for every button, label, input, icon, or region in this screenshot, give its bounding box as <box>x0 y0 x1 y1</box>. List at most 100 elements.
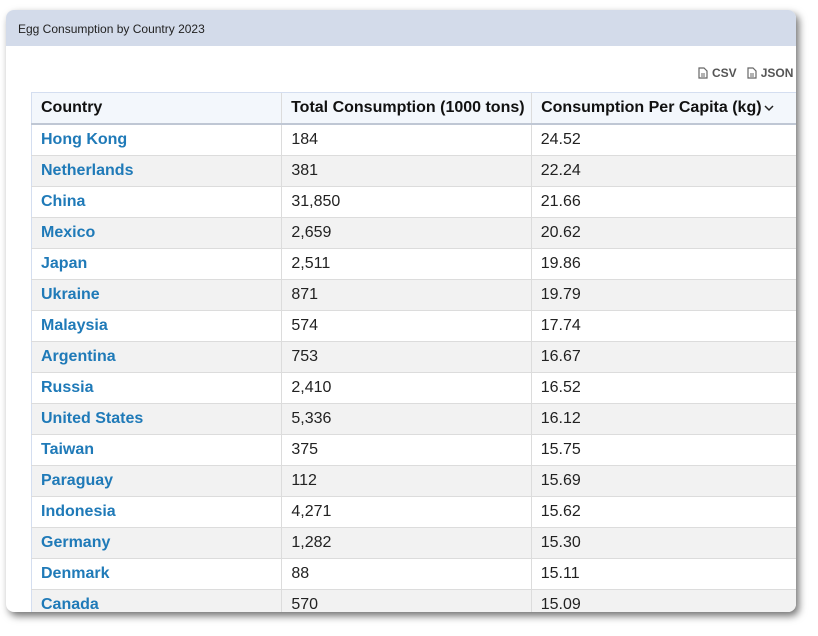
table-cell: 88 <box>282 559 532 589</box>
cell-value: 16.52 <box>540 379 581 396</box>
table-row: Indonesia 4,271 15.62 <box>31 497 796 528</box>
country-link[interactable]: Germany <box>41 534 111 551</box>
table-row: Denmark 88 15.11 <box>31 559 796 590</box>
export-label: JSON <box>760 66 794 80</box>
column-header[interactable]: Total Consumption (1000 tons) <box>282 93 533 123</box>
cell-value: 15.62 <box>540 503 581 520</box>
table-cell: Argentina <box>31 342 283 372</box>
sort-indicator <box>764 105 774 112</box>
column-title: Country <box>41 99 103 116</box>
country-link[interactable]: Indonesia <box>41 503 116 520</box>
table-cell: Mexico <box>31 218 283 248</box>
panel-header: Egg Consumption by Country 2023 <box>6 10 796 46</box>
table-row: Taiwan 375 15.75 <box>31 435 796 466</box>
column-title: Consumption Per Capita (kg) <box>541 99 762 116</box>
table-cell: 17.74 <box>532 311 796 341</box>
cell-value: 21.66 <box>540 193 581 210</box>
cell-value: 4,271 <box>291 503 332 520</box>
country-link[interactable]: Taiwan <box>41 441 95 458</box>
table-cell: Netherlands <box>31 156 283 186</box>
table-cell: 753 <box>282 342 532 372</box>
header-row: Country Total Consumption (1000 tons) Cons… <box>31 92 796 125</box>
table-cell: 16.52 <box>532 373 796 403</box>
table-cell: Denmark <box>31 559 283 589</box>
table-row: Hong Kong 184 24.52 <box>31 125 796 156</box>
country-link[interactable]: China <box>41 193 86 210</box>
cell-value: 24.52 <box>540 131 581 148</box>
cell-value: 17.74 <box>540 317 581 334</box>
table-cell: 2,511 <box>282 249 532 279</box>
table-cell: Germany <box>31 528 283 558</box>
country-link[interactable]: United States <box>41 410 144 427</box>
column-title: Total Consumption (1000 tons) <box>291 99 525 116</box>
country-link[interactable]: Japan <box>41 255 88 272</box>
table-cell: 15.30 <box>532 528 796 558</box>
table-row: Malaysia 574 17.74 <box>31 311 796 342</box>
table-cell: Paraguay <box>31 466 283 496</box>
table-cell: 20.62 <box>532 218 796 248</box>
table-cell: 375 <box>282 435 532 465</box>
cell-value: 570 <box>291 596 319 612</box>
country-link[interactable]: Netherlands <box>41 162 134 179</box>
cell-value: 19.86 <box>540 255 581 272</box>
table-cell: 871 <box>282 280 532 310</box>
cell-value: 753 <box>291 348 319 365</box>
cell-value: 88 <box>291 565 310 582</box>
country-link[interactable]: Argentina <box>41 348 116 365</box>
cell-value: 574 <box>291 317 319 334</box>
table-cell: 2,410 <box>282 373 532 403</box>
export-links: CSV JSON <box>698 66 793 80</box>
cell-value: 31,850 <box>291 193 341 210</box>
table-cell: 16.67 <box>532 342 796 372</box>
country-link[interactable]: Ukraine <box>41 286 100 303</box>
country-link[interactable]: Malaysia <box>41 317 108 334</box>
table-row: Mexico 2,659 20.62 <box>31 218 796 249</box>
table-cell: 112 <box>282 466 532 496</box>
cell-value: 16.12 <box>540 410 581 427</box>
cell-value: 871 <box>291 286 319 303</box>
table-cell: Japan <box>31 249 283 279</box>
table-row: Paraguay 112 15.69 <box>31 466 796 497</box>
export-label: CSV <box>712 66 737 80</box>
country-link[interactable]: Russia <box>41 379 94 396</box>
table-cell: 19.86 <box>532 249 796 279</box>
table-row: Netherlands 381 22.24 <box>31 156 796 187</box>
table-cell: 15.75 <box>532 435 796 465</box>
file-icon <box>747 67 757 79</box>
cell-value: 1,282 <box>291 534 332 551</box>
country-link[interactable]: Hong Kong <box>41 131 128 148</box>
table-row: Canada 570 15.09 <box>31 590 796 612</box>
country-link[interactable]: Canada <box>41 596 99 612</box>
column-header[interactable]: Consumption Per Capita (kg) <box>532 93 796 123</box>
table-cell: 1,282 <box>282 528 532 558</box>
table-cell: 31,850 <box>282 187 532 217</box>
table-cell: 15.09 <box>532 590 796 612</box>
data-table: Country Total Consumption (1000 tons) Cons… <box>31 92 796 612</box>
table-cell: 4,271 <box>282 497 532 527</box>
file-icon <box>698 67 708 79</box>
cell-value: 15.69 <box>540 472 581 489</box>
table-cell: 5,336 <box>282 404 532 434</box>
table-row: Japan 2,511 19.86 <box>31 249 796 280</box>
country-link[interactable]: Mexico <box>41 224 96 241</box>
panel: Egg Consumption by Country 2023 CSV JSON … <box>6 10 796 612</box>
cell-value: 5,336 <box>291 410 332 427</box>
column-header[interactable]: Country <box>31 93 283 123</box>
cell-value: 2,659 <box>291 224 332 241</box>
table-cell: 24.52 <box>532 125 796 155</box>
cell-value: 375 <box>291 441 319 458</box>
cell-value: 2,511 <box>291 255 331 272</box>
table-cell: Ukraine <box>31 280 283 310</box>
table-cell: 15.11 <box>532 559 796 589</box>
export-button[interactable]: JSON <box>747 66 794 80</box>
table-cell: 16.12 <box>532 404 796 434</box>
table-row: Ukraine 871 19.79 <box>31 280 796 311</box>
country-link[interactable]: Paraguay <box>41 472 114 489</box>
table-cell: 15.62 <box>532 497 796 527</box>
export-button[interactable]: CSV <box>698 66 737 80</box>
cell-value: 15.11 <box>540 565 580 582</box>
table-row: China 31,850 21.66 <box>31 187 796 218</box>
country-link[interactable]: Denmark <box>41 565 110 582</box>
table-cell: Hong Kong <box>31 125 283 155</box>
table-cell: 570 <box>282 590 532 612</box>
